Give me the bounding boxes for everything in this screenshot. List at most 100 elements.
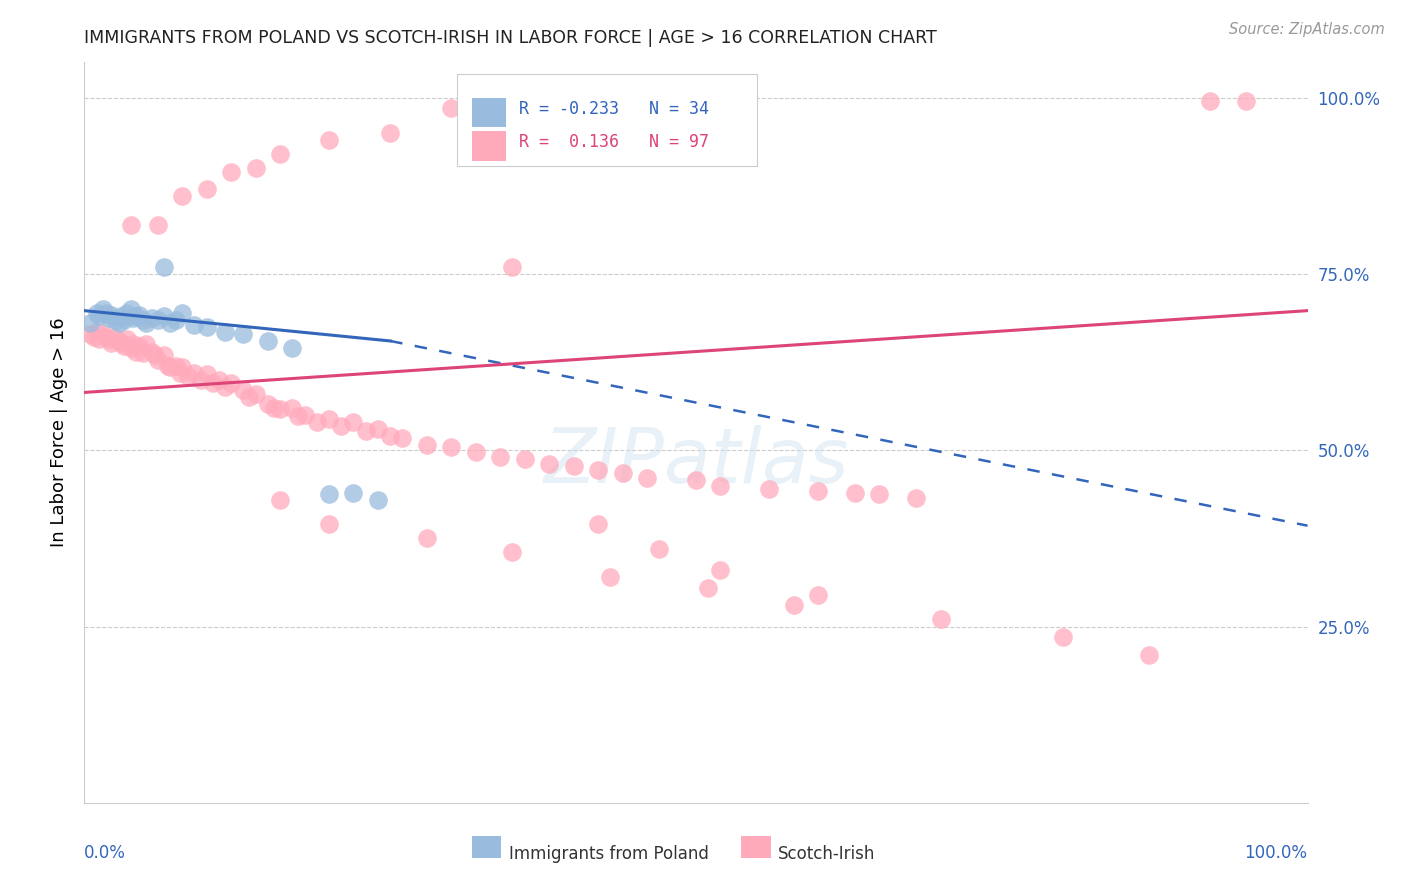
Point	[115, 306, 138, 320]
Point	[1137, 648, 1160, 662]
Point	[257, 334, 280, 348]
Point	[305, 415, 328, 429]
Point	[367, 422, 389, 436]
Point	[238, 390, 260, 404]
Point	[1236, 94, 1258, 108]
Point	[416, 532, 439, 546]
Point	[636, 471, 658, 485]
Point	[183, 366, 205, 380]
Point	[257, 397, 280, 411]
Point	[143, 348, 166, 362]
Text: ZIPatlas: ZIPatlas	[543, 425, 849, 500]
Point	[281, 341, 304, 355]
Point	[440, 101, 463, 115]
Point	[87, 332, 110, 346]
Point	[153, 260, 176, 274]
Point	[844, 485, 866, 500]
Point	[96, 306, 118, 320]
Point	[86, 306, 108, 320]
Point	[214, 380, 236, 394]
Point	[464, 444, 486, 458]
Point	[807, 484, 830, 499]
Point	[135, 337, 157, 351]
Point	[183, 318, 205, 332]
Point	[440, 440, 463, 454]
Point	[156, 359, 179, 373]
Point	[86, 325, 108, 339]
Point	[172, 359, 194, 374]
Point	[263, 401, 285, 415]
Point	[132, 346, 155, 360]
Point	[208, 373, 231, 387]
Point	[195, 367, 218, 381]
FancyBboxPatch shape	[472, 131, 506, 161]
Text: IMMIGRANTS FROM POLAND VS SCOTCH-IRISH IN LABOR FORCE | AGE > 16 CORRELATION CHA: IMMIGRANTS FROM POLAND VS SCOTCH-IRISH I…	[84, 29, 938, 47]
Point	[709, 563, 731, 577]
Point	[869, 487, 891, 501]
Point	[214, 325, 236, 339]
Point	[91, 302, 114, 317]
Point	[79, 326, 101, 341]
Text: Scotch-Irish: Scotch-Irish	[778, 845, 876, 863]
Point	[269, 147, 291, 161]
Point	[586, 463, 609, 477]
Point	[125, 344, 148, 359]
Point	[96, 330, 118, 344]
Point	[120, 218, 142, 232]
Point	[391, 431, 413, 445]
Point	[125, 310, 148, 324]
Point	[709, 478, 731, 492]
Point	[783, 599, 806, 613]
Point	[195, 182, 218, 196]
Point	[538, 458, 561, 472]
Point	[232, 384, 254, 398]
Point	[112, 313, 135, 327]
Point	[100, 336, 122, 351]
Point	[97, 310, 120, 325]
Point	[122, 310, 145, 325]
Point	[807, 588, 830, 602]
Point	[513, 451, 536, 466]
Point	[153, 348, 176, 362]
Point	[128, 339, 150, 353]
Text: R =  0.136   N = 97: R = 0.136 N = 97	[519, 133, 709, 151]
Point	[135, 316, 157, 330]
Point	[245, 161, 267, 176]
Point	[172, 189, 194, 203]
Point	[112, 339, 135, 353]
Point	[104, 313, 127, 327]
Point	[1198, 94, 1220, 108]
Point	[367, 492, 389, 507]
Point	[586, 517, 609, 532]
Point	[599, 570, 621, 584]
Point	[159, 359, 181, 374]
Point	[502, 545, 524, 559]
Point	[1052, 630, 1074, 644]
Y-axis label: In Labor Force | Age > 16: In Labor Force | Age > 16	[49, 318, 67, 548]
Point	[318, 133, 340, 147]
FancyBboxPatch shape	[457, 73, 758, 166]
Point	[141, 344, 163, 359]
Point	[141, 310, 163, 325]
Point	[107, 316, 129, 330]
Point	[120, 302, 142, 317]
Point	[104, 330, 127, 344]
Point	[159, 316, 181, 330]
FancyBboxPatch shape	[472, 97, 506, 128]
Point	[107, 334, 129, 348]
Text: 0.0%: 0.0%	[84, 844, 127, 862]
Point	[380, 126, 402, 140]
Point	[342, 485, 364, 500]
Point	[318, 487, 340, 501]
Point	[115, 332, 138, 346]
Text: 100.0%: 100.0%	[1244, 844, 1308, 862]
Point	[380, 429, 402, 443]
Point	[354, 424, 377, 438]
Point	[232, 326, 254, 341]
Point	[165, 313, 187, 327]
Point	[146, 353, 169, 368]
Point	[132, 313, 155, 327]
Point	[110, 310, 132, 324]
Point	[330, 418, 353, 433]
FancyBboxPatch shape	[472, 836, 502, 858]
